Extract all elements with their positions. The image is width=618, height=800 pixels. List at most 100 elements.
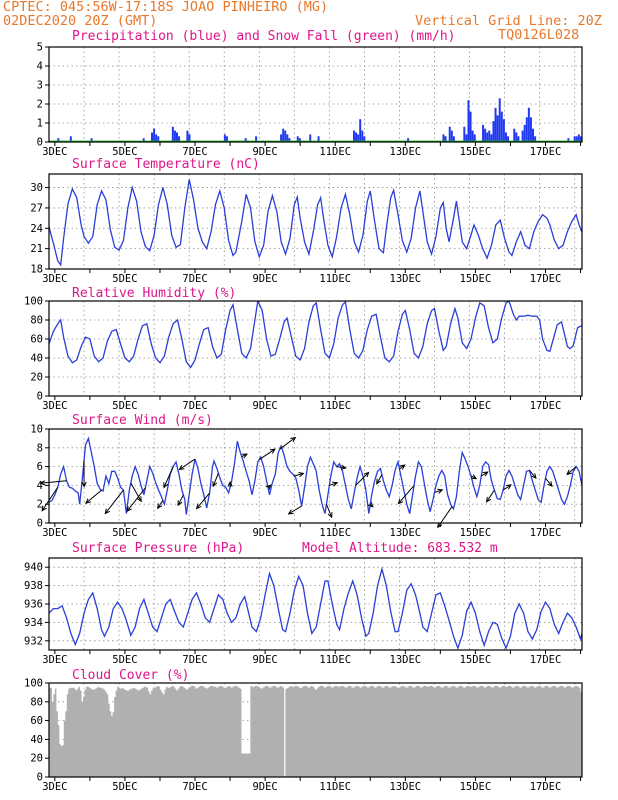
precip-bar [309,134,312,142]
cloud-xtick-label: 5DEC [112,781,137,793]
wind-xtick-label: 15DEC [460,527,492,539]
precip-bar [296,136,299,142]
wind-arrow [104,489,124,514]
wind-arrow-head [363,471,370,478]
cloud-xtick-label: 13DEC [390,781,422,793]
wind-arrow-head [298,472,305,478]
wind-plot-area [49,429,582,523]
precip-bar [502,119,505,142]
precip-bar [504,132,507,142]
precip-ytick-label: 3 [37,80,43,92]
precip-bar [442,134,445,142]
temp-ytick-label: 24 [30,223,43,235]
wind-arrow [212,472,219,487]
precip-bar [577,134,580,142]
temp-ytick-label: 27 [30,202,43,214]
cloud-xtick-label: 11DEC [319,781,351,793]
precip-bar [176,132,178,142]
temp-panel: 18 21 24 27 30 3DEC 5DEC 7DEC 9DEC 11DEC 13DEC 15DE… [30,173,583,285]
precip-xtick-label: 15DEC [460,146,492,158]
wind-arrow-head [397,498,404,505]
precip-bar [465,134,468,142]
wind-arrow [163,466,174,488]
precip-bar [361,130,364,142]
precip-bar [448,126,451,142]
precip-bar [515,132,518,142]
temp-xtick-label: 13DEC [390,273,422,285]
wind-arrow [177,494,184,506]
pres-xtick-label: 13DEC [390,654,422,666]
precip-ytick-label: 2 [37,99,43,111]
header-grid-line: Vertical Grid Line: 20Z [415,13,602,29]
precip-bar [500,111,503,142]
wind-arrow-head [531,473,537,480]
wind-arrow [40,480,67,484]
cloud-xtick-label: 3DEC [42,781,67,793]
pres-series-line [49,566,582,650]
precip-bar [157,136,160,142]
pres-panel: 932 934 936 938 940 3DEC 5DEC 7DEC 9DEC 11DEC 13DE… [24,557,583,666]
wind-arrow [434,489,443,493]
precip-title: Precipitation (blue) and Snow Fall (gree… [72,29,456,44]
precip-bar [529,117,532,142]
wind-arrow [41,487,59,511]
precip-bar [579,136,582,142]
precip-bar [352,130,355,142]
cloud-xtick-label: 7DEC [182,781,207,793]
temp-xtick-label: 9DEC [252,273,277,285]
wind-arrow [529,470,537,479]
precip-bar [407,138,410,142]
precip-bar [490,134,493,142]
wind-arrow-head [376,478,382,485]
precip-ytick-label: 0 [37,137,43,149]
rh-xtick-label: 13DEC [390,400,422,412]
precip-bar [69,136,72,142]
precip-bar [527,107,530,142]
precip-bar [507,136,510,142]
temp-xtick-label: 3DEC [42,273,67,285]
precip-bar [498,98,501,142]
precip-bar [153,128,156,142]
temp-ytick-label: 18 [30,264,43,276]
wind-xtick-label: 7DEC [182,527,207,539]
precip-bar [471,130,474,142]
precip-bar [567,138,570,142]
pres-xtick-label: 3DEC [42,654,67,666]
header-run-time: 02DEC2020 20Z (GMT) [3,13,157,29]
precip-bar [142,138,145,142]
wind-arrow-head [505,484,512,490]
precip-bar [463,126,466,142]
wind-arrow-head [269,448,276,454]
precip-xtick-label: 9DEC [252,146,277,158]
cloud-xtick-label: 17DEC [530,781,562,793]
precip-xtick-label: 17DEC [530,146,562,158]
wind-arrow [130,482,142,502]
precip-bar [298,138,301,142]
rh-xtick-label: 11DEC [319,400,351,412]
pres-xtick-label: 7DEC [182,654,207,666]
precip-xtick-label: 3DEC [42,146,67,158]
precip-bar [488,130,491,142]
precip-bar [450,130,453,142]
pres-ytick-label: 936 [24,599,43,611]
temp-ytick-label: 21 [30,243,43,255]
precip-xtick-label: 13DEC [390,146,422,158]
wind-arrow-head [265,484,272,491]
precip-bar [525,117,528,142]
precip-panel: 0 1 2 3 4 5 3DEC 5DEC 7DEC 9DEC 11DEC 13DEC 15DEC 17D… [37,42,583,158]
wind-arrow [179,458,196,470]
rh-xtick-label: 7DEC [182,400,207,412]
wind-title: Surface Wind (m/s) [72,413,213,428]
wind-arrow-head [482,471,489,477]
wind-panel: 0 2 4 6 8 10 3DEC 5DEC 7DEC 9DEC 11DEC 13DEC 15DEC 17… [30,424,583,539]
precip-bar [225,136,228,142]
wind-arrow-head [332,481,339,487]
wind-arrow [502,484,512,491]
temp-series-line [49,179,582,267]
precip-bar [186,130,189,142]
pres-ytick-label: 938 [24,580,43,592]
wind-arrow [376,474,383,484]
precip-ytick-label: 4 [37,61,43,73]
cloud-ytick-label: 40 [30,734,43,746]
cloud-cover-area [49,685,582,777]
